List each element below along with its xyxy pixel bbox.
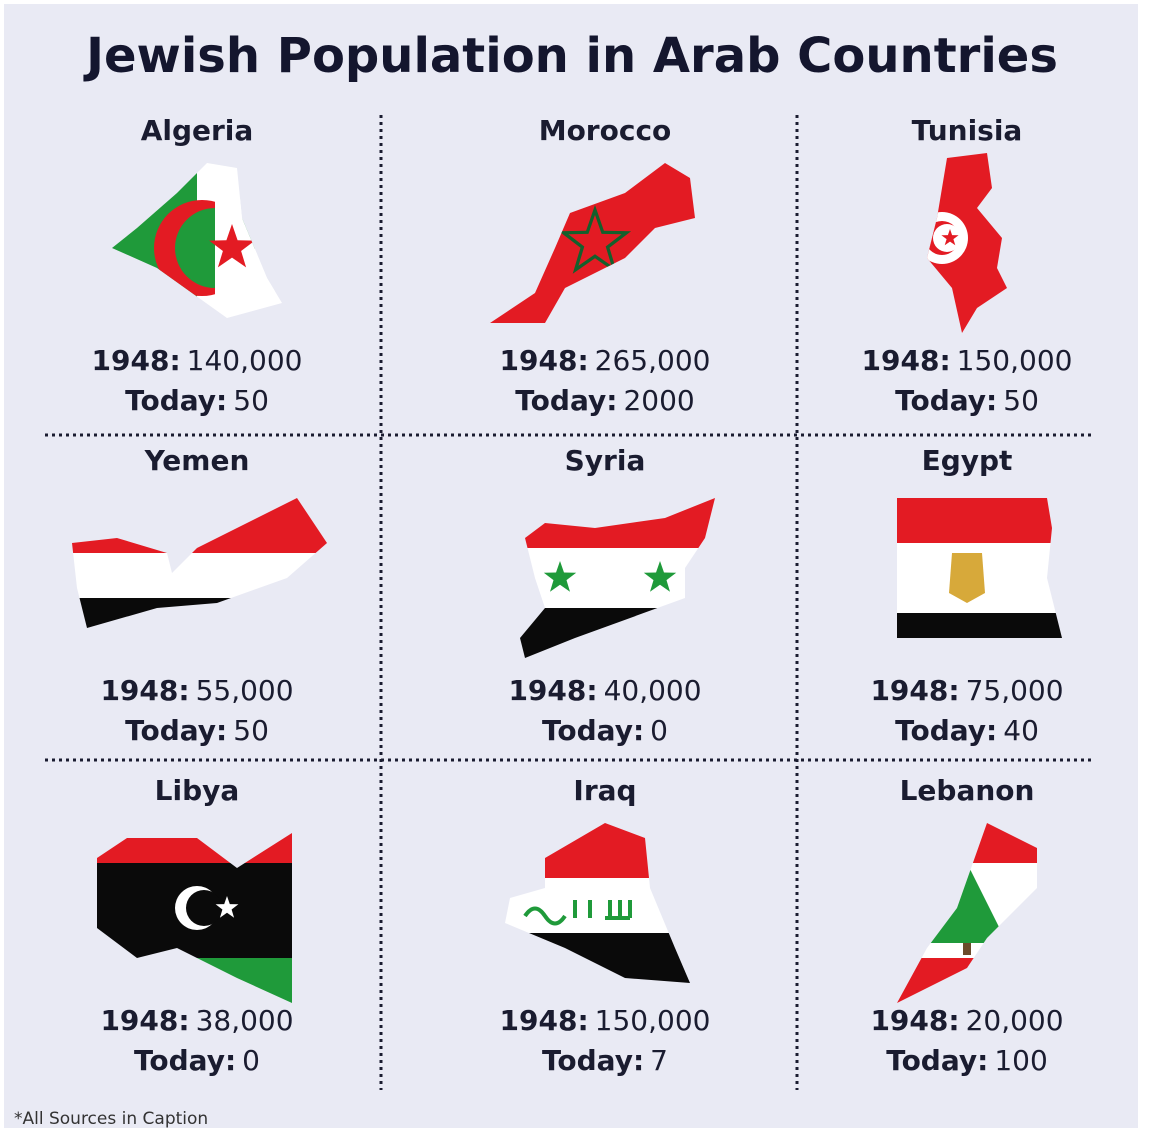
population-label: 1948: [500, 1004, 589, 1037]
population-value: 55,000 [196, 674, 294, 707]
country-name: Syria [565, 444, 646, 477]
country-name: Tunisia [912, 114, 1023, 147]
flag-part [949, 553, 985, 603]
population-line: Today: 50 [125, 384, 269, 417]
flag-part [215, 896, 239, 918]
population-label: 1948: [500, 344, 589, 377]
population-value: 140,000 [187, 344, 303, 377]
population-value: 2000 [623, 384, 694, 417]
population-value: 265,000 [595, 344, 711, 377]
population-label: 1948: [92, 344, 181, 377]
population-value: 50 [233, 714, 269, 747]
flag [897, 498, 1062, 638]
population-label: Today: [542, 714, 644, 747]
title: Jewish Population in Arab Countries [83, 28, 1058, 84]
population-label: 1948: [870, 1004, 959, 1037]
population-label: Today: [515, 384, 617, 417]
population-label: Today: [125, 714, 227, 747]
population-line: Today: 7 [542, 1044, 668, 1077]
population-line: Today: 0 [542, 714, 668, 747]
flag-part [897, 498, 1062, 543]
flag-part [523, 900, 632, 926]
population-value: 7 [650, 1044, 668, 1077]
population-line: Today: 0 [134, 1044, 260, 1077]
population-line: 1948: 38,000 [100, 1004, 293, 1037]
population-value: 40 [1003, 714, 1039, 747]
population-line: 1948: 150,000 [862, 344, 1073, 377]
population-value: 50 [233, 384, 269, 417]
flag-part [941, 229, 959, 246]
population-line: 1948: 20,000 [870, 1004, 1063, 1037]
country-name: Algeria [141, 114, 254, 147]
population-line: 1948: 150,000 [500, 1004, 711, 1037]
population-line: 1948: 40,000 [508, 674, 701, 707]
population-line: Today: 2000 [515, 384, 694, 417]
flag-part [927, 863, 1007, 943]
country-card: Egypt 1948: 75,000 Today: 40 [870, 444, 1063, 747]
population-label: 1948: [870, 674, 959, 707]
population-value: 0 [242, 1044, 260, 1077]
population-label: Today: [895, 714, 997, 747]
population-value: 75,000 [966, 674, 1064, 707]
country-card: Iraq 1948: 150,000 Today: 7 [500, 774, 711, 1077]
population-label: 1948: [100, 1004, 189, 1037]
population-value: 38,000 [196, 1004, 294, 1037]
flag-part [963, 943, 971, 955]
population-label: 1948: [100, 674, 189, 707]
population-label: Today: [125, 384, 227, 417]
population-value: 50 [1003, 384, 1039, 417]
population-value: 0 [650, 714, 668, 747]
flag-part [643, 561, 677, 592]
population-value: 40,000 [604, 674, 702, 707]
population-label: 1948: [862, 344, 951, 377]
population-label: Today: [134, 1044, 236, 1077]
population-label: Today: [895, 384, 997, 417]
population-value: 150,000 [957, 344, 1073, 377]
population-label: Today: [542, 1044, 644, 1077]
population-value: 20,000 [966, 1004, 1064, 1037]
population-label: 1948: [508, 674, 597, 707]
population-label: Today: [886, 1044, 988, 1077]
country-name: Yemen [144, 444, 250, 477]
flag-map [897, 498, 1062, 638]
flag-part [543, 561, 577, 592]
population-value: 100 [994, 1044, 1047, 1077]
population-line: 1948: 75,000 [870, 674, 1063, 707]
population-line: 1948: 265,000 [500, 344, 711, 377]
flag-part [186, 890, 222, 926]
country-name: Iraq [573, 774, 636, 807]
flag-part [897, 613, 1062, 638]
population-line: 1948: 140,000 [92, 344, 303, 377]
country-name: Egypt [922, 444, 1013, 477]
country-name: Libya [155, 774, 240, 807]
population-line: Today: 100 [886, 1044, 1048, 1077]
footer: *All Sources in Caption [14, 1109, 208, 1128]
population-value: 150,000 [595, 1004, 711, 1037]
flag-part [209, 224, 255, 268]
country-name: Morocco [539, 114, 672, 147]
population-line: 1948: 55,000 [100, 674, 293, 707]
population-line: Today: 50 [895, 384, 1039, 417]
flag-part [568, 215, 622, 266]
country-name: Lebanon [900, 774, 1035, 807]
population-line: Today: 40 [895, 714, 1039, 747]
population-line: Today: 50 [125, 714, 269, 747]
